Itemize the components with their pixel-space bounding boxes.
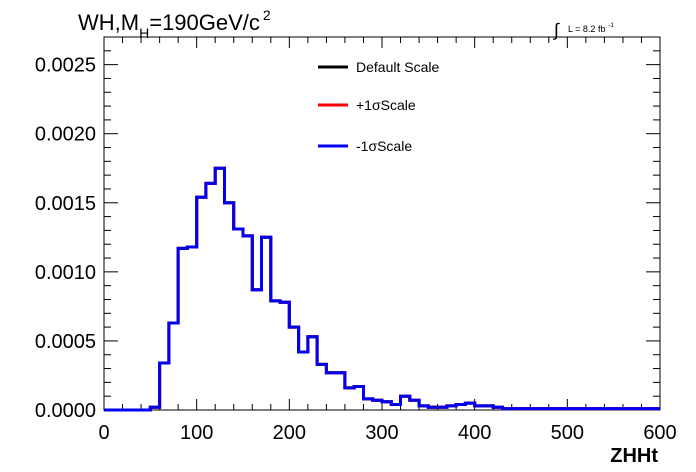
- x-tick-label: 600: [643, 422, 676, 444]
- x-tick-label: 0: [98, 422, 109, 444]
- lumi-integral-symbol: ∫: [552, 20, 560, 40]
- y-tick-label: 0.0015: [35, 193, 96, 215]
- legend: Default Scale +1σScale -1σScale: [318, 59, 439, 154]
- legend-label: Default Scale: [356, 59, 439, 75]
- axis-tick-labels: 0 100 200 300 400 500 600 0.0000 0.0005 0.0010 0.0…: [35, 55, 677, 444]
- series-line: [104, 166, 660, 412]
- title-rest: =190GeV/c: [149, 10, 260, 35]
- x-tick-label: 400: [458, 422, 491, 444]
- y-tick-label: 0.0005: [35, 331, 96, 353]
- title-main: WH,M: [78, 10, 139, 35]
- lumi-text: L = 8.2 fb: [568, 24, 605, 34]
- x-tick-label: 100: [180, 422, 213, 444]
- title-subscript: H: [139, 25, 149, 41]
- x-tick-label: 200: [273, 422, 306, 444]
- plot-frame: [103, 36, 661, 411]
- axis-ticks: [103, 36, 661, 411]
- title-superscript: 2: [263, 7, 271, 23]
- lumi-label: L = 8.2 fb -1: [568, 23, 614, 34]
- series-line: [104, 166, 660, 412]
- y-tick-label: 0.0025: [35, 55, 96, 77]
- legend-label: +1σScale: [356, 97, 416, 113]
- x-axis-title: ZHHt: [610, 445, 658, 467]
- series-layer: [104, 166, 660, 412]
- series-line: [104, 166, 660, 412]
- y-tick-label: 0.0000: [35, 400, 96, 422]
- y-tick-label: 0.0010: [35, 262, 96, 284]
- lumi-superscript: -1: [608, 23, 614, 29]
- x-tick-label: 500: [551, 422, 584, 444]
- chart-title: WH,MH=190GeV/c 2: [78, 7, 271, 41]
- legend-label: -1σScale: [356, 138, 412, 154]
- y-tick-label: 0.0020: [35, 124, 96, 146]
- x-tick-label: 300: [365, 422, 398, 444]
